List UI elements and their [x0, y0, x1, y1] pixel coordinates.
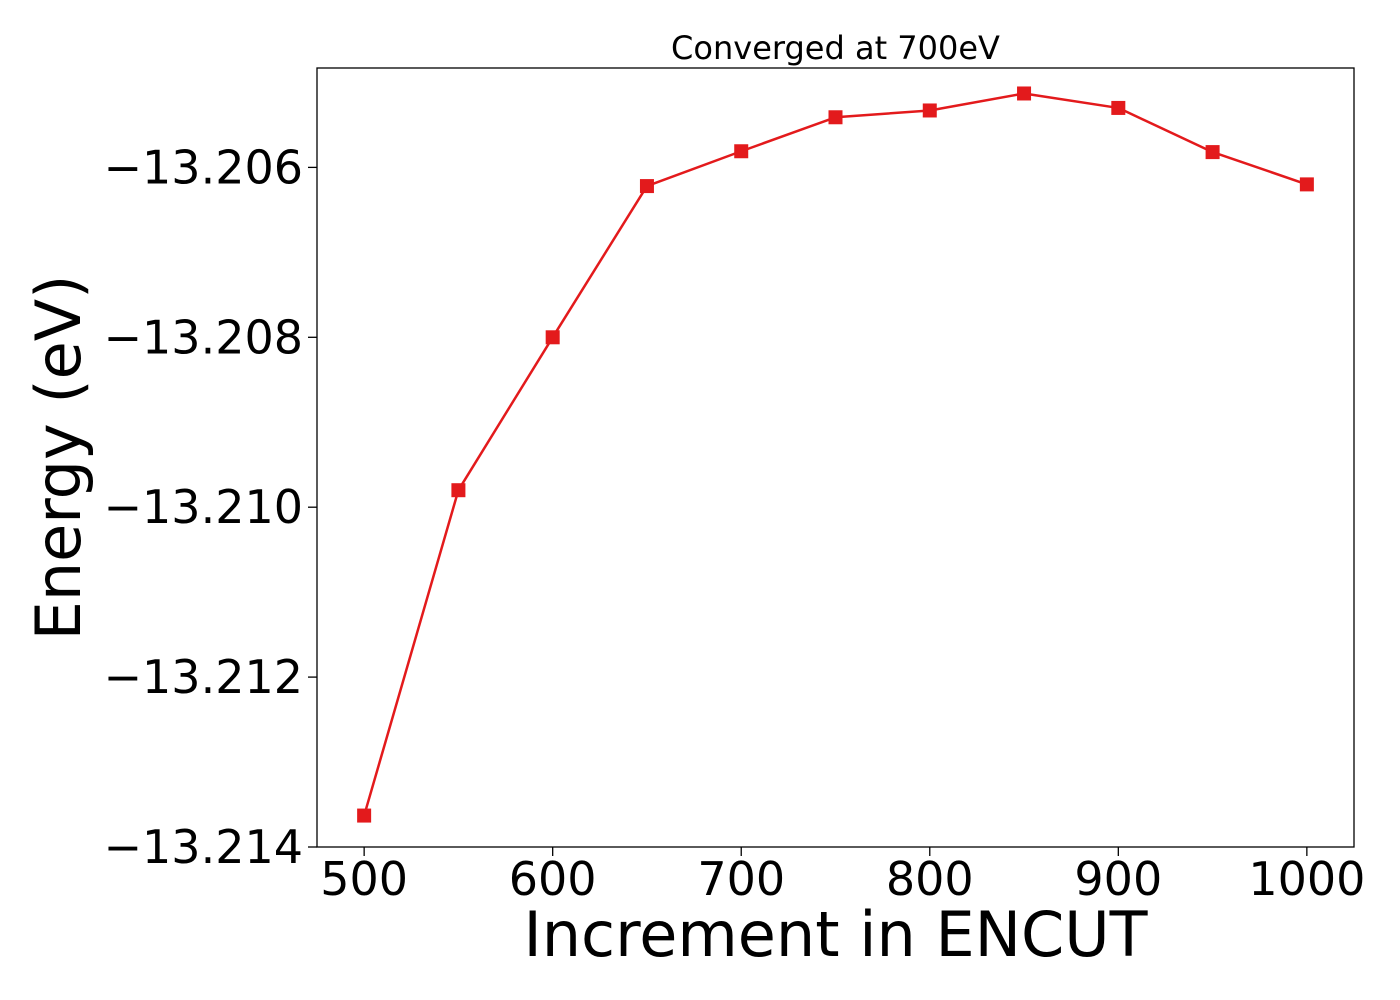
y-tick-label: −13.210 — [104, 480, 304, 534]
x-tick-label: 600 — [509, 852, 597, 906]
data-point-marker — [828, 110, 843, 125]
data-point-marker — [1111, 100, 1126, 115]
x-tick-label: 1000 — [1248, 852, 1365, 906]
y-tick-label: −13.208 — [104, 310, 304, 364]
data-point-marker — [1205, 145, 1220, 160]
data-point-marker — [922, 103, 937, 118]
data-point-marker — [357, 808, 372, 823]
data-point-marker — [545, 330, 560, 345]
plot-area: 500 600 700 800 900 1000 −13.214 −13.212 −13.210… — [104, 67, 1365, 906]
series-line — [362, 92, 1308, 816]
x-tick-label: 500 — [320, 852, 408, 906]
y-tick-label: −13.214 — [104, 820, 304, 874]
data-point-marker — [1299, 177, 1314, 192]
y-axis-label: Energy (eV) — [22, 275, 95, 641]
data-point-marker — [451, 483, 466, 498]
axes-frame — [316, 67, 1355, 848]
x-tick-label: 900 — [1074, 852, 1162, 906]
data-point-marker — [639, 179, 654, 194]
x-tick-label: 800 — [886, 852, 974, 906]
data-point-marker — [734, 144, 749, 159]
x-axis-label: Increment in ENCUT — [523, 898, 1148, 971]
y-tick-label: −13.212 — [104, 650, 304, 704]
y-tick-label: −13.206 — [104, 140, 304, 194]
chart-title: Converged at 700eV — [671, 29, 1000, 67]
x-tick-label: 700 — [697, 852, 785, 906]
data-point-marker — [1017, 86, 1032, 101]
